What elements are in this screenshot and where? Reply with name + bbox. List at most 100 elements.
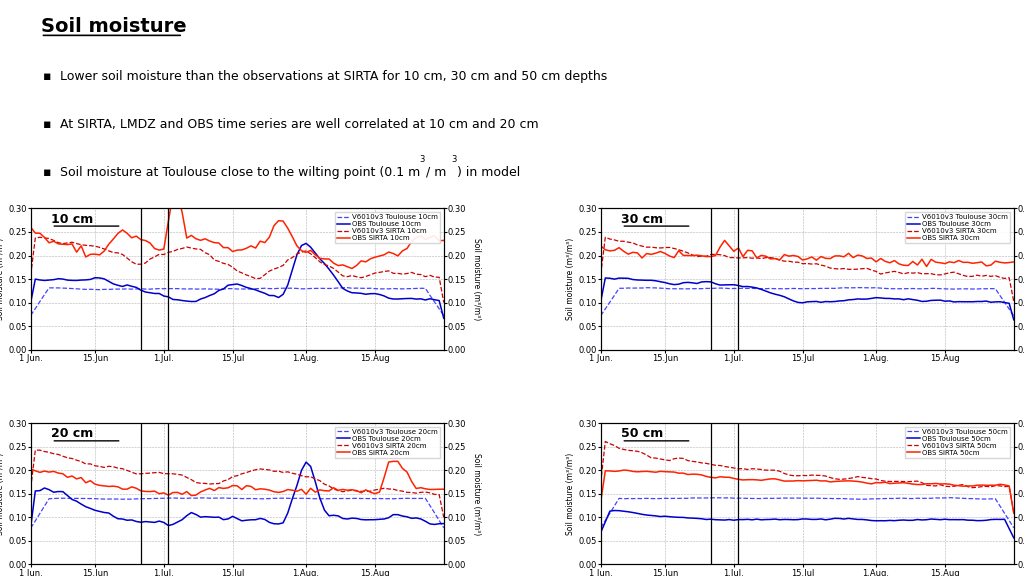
OBS Toulouse 50cm	[998, 516, 1011, 523]
OBS Toulouse 20cm	[428, 521, 440, 528]
V6010v3 SIRTA 20cm	[433, 491, 445, 498]
V6010v3 Toulouse 20cm	[121, 496, 133, 503]
V6010v3 Toulouse 20cm	[75, 495, 87, 502]
V6010v3 SIRTA 20cm	[378, 485, 390, 492]
Line: V6010v3 SIRTA 10cm: V6010v3 SIRTA 10cm	[31, 237, 443, 302]
OBS Toulouse 20cm	[121, 517, 133, 524]
OBS Toulouse 10cm	[378, 293, 390, 300]
V6010v3 SIRTA 20cm	[135, 471, 147, 478]
Line: OBS Toulouse 20cm: OBS Toulouse 20cm	[31, 462, 443, 527]
OBS SIRTA 20cm	[433, 486, 445, 492]
V6010v3 Toulouse 30cm	[595, 312, 607, 319]
V6010v3 SIRTA 10cm	[80, 242, 92, 249]
OBS SIRTA 20cm	[268, 488, 281, 495]
OBS Toulouse 20cm	[25, 524, 37, 530]
V6010v3 SIRTA 30cm	[1004, 274, 1016, 281]
V6010v3 Toulouse 10cm	[437, 312, 450, 319]
V6010v3 SIRTA 10cm	[428, 274, 440, 281]
Text: Lower soil moisture than the observations at SIRTA for 10 cm, 30 cm and 50 cm de: Lower soil moisture than the observation…	[60, 70, 607, 83]
Text: 10 cm: 10 cm	[51, 213, 93, 226]
Line: OBS SIRTA 50cm: OBS SIRTA 50cm	[601, 470, 1014, 513]
V6010v3 SIRTA 30cm	[705, 251, 717, 258]
V6010v3 SIRTA 30cm	[1008, 298, 1020, 305]
Line: OBS SIRTA 20cm: OBS SIRTA 20cm	[31, 461, 443, 495]
OBS SIRTA 50cm	[617, 467, 630, 473]
V6010v3 Toulouse 20cm	[428, 510, 440, 517]
OBS Toulouse 10cm	[428, 296, 440, 303]
Y-axis label: Soil moisture (m³/m³): Soil moisture (m³/m³)	[566, 453, 575, 535]
OBS Toulouse 50cm	[649, 513, 662, 520]
OBS Toulouse 10cm	[25, 299, 37, 306]
Text: 20 cm: 20 cm	[51, 427, 93, 441]
OBS SIRTA 20cm	[185, 492, 198, 499]
OBS Toulouse 30cm	[1008, 316, 1020, 323]
OBS Toulouse 50cm	[608, 507, 621, 514]
V6010v3 Toulouse 50cm	[645, 495, 657, 502]
V6010v3 SIRTA 20cm	[428, 491, 440, 498]
V6010v3 SIRTA 30cm	[695, 253, 708, 260]
OBS Toulouse 30cm	[1004, 300, 1016, 307]
OBS Toulouse 50cm	[948, 516, 961, 523]
OBS SIRTA 30cm	[1004, 259, 1016, 266]
OBS Toulouse 30cm	[595, 298, 607, 305]
OBS Toulouse 20cm	[130, 518, 142, 525]
V6010v3 Toulouse 10cm	[130, 286, 142, 293]
V6010v3 SIRTA 50cm	[948, 483, 961, 490]
Line: V6010v3 SIRTA 30cm: V6010v3 SIRTA 30cm	[601, 237, 1014, 301]
Legend: V6010v3 Toulouse 20cm, OBS Toulouse 20cm, V6010v3 SIRTA 20cm, OBS SIRTA 20cm: V6010v3 Toulouse 20cm, OBS Toulouse 20cm…	[335, 427, 440, 458]
V6010v3 Toulouse 50cm	[700, 494, 713, 501]
OBS SIRTA 10cm	[75, 242, 87, 249]
Line: V6010v3 Toulouse 20cm: V6010v3 Toulouse 20cm	[31, 498, 443, 528]
Line: V6010v3 SIRTA 20cm: V6010v3 SIRTA 20cm	[31, 450, 443, 517]
Text: 50 cm: 50 cm	[622, 427, 664, 441]
OBS Toulouse 50cm	[705, 516, 717, 522]
Text: 3: 3	[452, 154, 457, 164]
V6010v3 SIRTA 30cm	[948, 269, 961, 276]
Line: OBS Toulouse 50cm: OBS Toulouse 50cm	[601, 510, 1014, 538]
OBS Toulouse 30cm	[599, 275, 611, 282]
Text: At SIRTA, LMDZ and OBS time series are well correlated at 10 cm and 20 cm: At SIRTA, LMDZ and OBS time series are w…	[60, 118, 539, 131]
V6010v3 SIRTA 50cm	[695, 460, 708, 467]
OBS SIRTA 30cm	[838, 253, 850, 260]
OBS Toulouse 10cm	[75, 276, 87, 283]
Legend: V6010v3 Toulouse 10cm, OBS Toulouse 10cm, V6010v3 SIRTA 10cm, OBS SIRTA 10cm: V6010v3 Toulouse 10cm, OBS Toulouse 10cm…	[335, 212, 440, 243]
V6010v3 SIRTA 50cm	[595, 479, 607, 486]
OBS SIRTA 10cm	[121, 230, 133, 237]
Text: / m: / m	[426, 165, 446, 179]
OBS SIRTA 30cm	[952, 257, 965, 264]
V6010v3 Toulouse 50cm	[943, 494, 955, 501]
V6010v3 Toulouse 10cm	[428, 298, 440, 305]
V6010v3 Toulouse 50cm	[998, 510, 1011, 517]
V6010v3 Toulouse 20cm	[437, 524, 450, 531]
Line: OBS Toulouse 30cm: OBS Toulouse 30cm	[601, 278, 1014, 320]
Text: Soil moisture at Toulouse close to the wilting point (0.1 m: Soil moisture at Toulouse close to the w…	[60, 165, 421, 179]
Line: OBS Toulouse 10cm: OBS Toulouse 10cm	[31, 244, 443, 319]
V6010v3 Toulouse 10cm	[75, 286, 87, 293]
OBS Toulouse 10cm	[300, 240, 312, 247]
OBS Toulouse 50cm	[695, 516, 708, 522]
V6010v3 SIRTA 30cm	[649, 244, 662, 251]
V6010v3 SIRTA 10cm	[34, 234, 46, 241]
V6010v3 SIRTA 50cm	[599, 438, 611, 445]
OBS SIRTA 50cm	[1004, 483, 1016, 490]
V6010v3 Toulouse 30cm	[1004, 306, 1016, 313]
Line: V6010v3 Toulouse 30cm: V6010v3 Toulouse 30cm	[601, 287, 1014, 316]
V6010v3 SIRTA 50cm	[998, 483, 1011, 490]
OBS SIRTA 30cm	[719, 237, 731, 244]
OBS Toulouse 50cm	[1008, 535, 1020, 541]
OBS SIRTA 10cm	[130, 233, 142, 240]
V6010v3 Toulouse 30cm	[691, 285, 703, 292]
OBS SIRTA 10cm	[171, 191, 183, 198]
V6010v3 SIRTA 20cm	[34, 447, 46, 454]
V6010v3 Toulouse 30cm	[852, 284, 864, 291]
OBS SIRTA 30cm	[1008, 259, 1020, 266]
OBS SIRTA 10cm	[346, 265, 358, 272]
OBS SIRTA 20cm	[75, 474, 87, 481]
OBS Toulouse 30cm	[705, 278, 717, 285]
V6010v3 SIRTA 20cm	[126, 469, 138, 476]
OBS Toulouse 20cm	[75, 501, 87, 507]
OBS SIRTA 20cm	[387, 458, 399, 465]
OBS SIRTA 20cm	[121, 486, 133, 492]
V6010v3 Toulouse 30cm	[1008, 312, 1020, 319]
V6010v3 SIRTA 50cm	[649, 454, 662, 461]
